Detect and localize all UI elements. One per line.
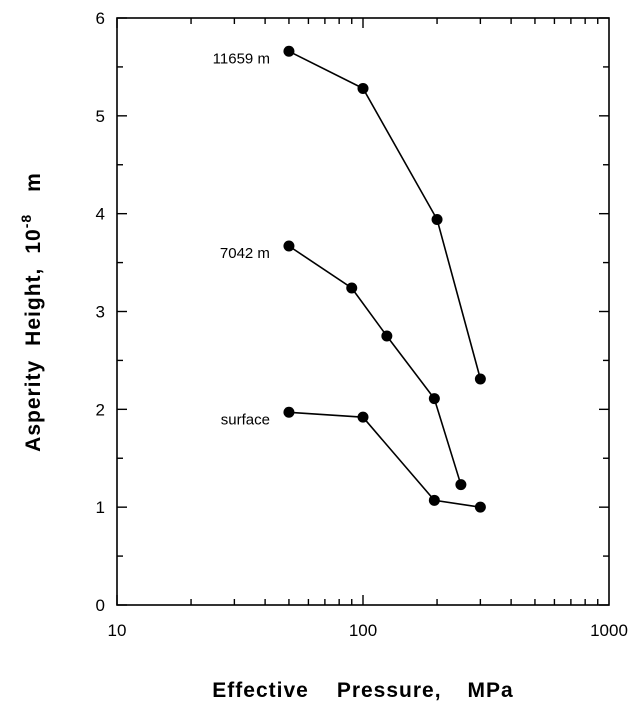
series-line — [288, 245, 462, 485]
y-axis-title-exponent: -8 — [18, 214, 34, 228]
y-axis-title-base: 10 — [22, 228, 45, 253]
y-tick-label: 3 — [96, 303, 105, 322]
data-point — [455, 479, 467, 491]
plot-frame — [116, 17, 610, 606]
series-label: 7042 m — [220, 245, 270, 262]
data-point — [428, 393, 440, 405]
y-axis-title: Asperity Height, 10-8 m — [18, 172, 45, 452]
x-axis-title: Effective Pressure, MPa — [212, 679, 513, 702]
y-tick-label: 0 — [96, 596, 105, 615]
x-axis-title-word-1: Effective — [212, 679, 309, 702]
y-tick-label: 4 — [96, 205, 105, 224]
y-axis-ticks: 0 1 2 3 4 5 6 — [96, 9, 609, 615]
y-axis-title-word-1: Asperity — [22, 360, 45, 452]
series-line — [288, 50, 482, 380]
data-point — [283, 406, 295, 418]
series-label: surface — [221, 411, 270, 428]
y-tick-label: 6 — [96, 9, 105, 28]
series-label-layer: 11659 m 7042 m surface — [213, 50, 270, 428]
data-point — [474, 373, 486, 385]
data-point — [283, 45, 295, 57]
series-layer — [283, 45, 486, 513]
data-point — [283, 240, 295, 252]
x-tick-label: 10 — [108, 621, 127, 640]
data-point — [474, 501, 486, 513]
series-line — [288, 411, 481, 508]
series-label: 11659 m — [213, 50, 270, 67]
y-tick-label: 2 — [96, 400, 105, 419]
data-point — [431, 214, 443, 226]
data-point — [428, 494, 440, 506]
data-point — [357, 411, 369, 423]
y-axis-title-word-2: Height, — [22, 268, 45, 346]
series-3 — [283, 406, 486, 513]
series-1 — [283, 45, 486, 385]
x-tick-label: 1000 — [590, 621, 628, 640]
series-2 — [283, 240, 467, 491]
x-axis-title-word-3: MPa — [468, 679, 514, 702]
y-axis-title-unit: m — [22, 172, 45, 192]
x-tick-label: 100 — [349, 621, 377, 640]
x-axis-ticks: 10 100 1000 — [108, 18, 628, 640]
y-tick-label: 5 — [96, 107, 105, 126]
data-point — [357, 82, 369, 94]
data-point — [346, 282, 358, 294]
y-tick-label: 1 — [96, 498, 105, 517]
x-axis-title-word-2: Pressure, — [337, 679, 442, 702]
data-point — [381, 330, 393, 342]
